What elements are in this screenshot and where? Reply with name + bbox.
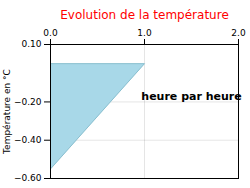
svg-text:−0.60: −0.60 xyxy=(14,173,42,183)
svg-text:0.0: 0.0 xyxy=(43,28,58,38)
svg-text:1.0: 1.0 xyxy=(137,28,152,38)
svg-text:−0.40: −0.40 xyxy=(14,135,42,145)
svg-text:Evolution de la température: Evolution de la température xyxy=(60,8,229,22)
svg-text:heure par heure: heure par heure xyxy=(141,90,241,103)
svg-text:0.10: 0.10 xyxy=(21,39,41,49)
svg-text:−0.20: −0.20 xyxy=(14,97,42,107)
svg-text:Température en °C: Température en °C xyxy=(2,69,12,155)
svg-text:2.0: 2.0 xyxy=(231,28,246,38)
